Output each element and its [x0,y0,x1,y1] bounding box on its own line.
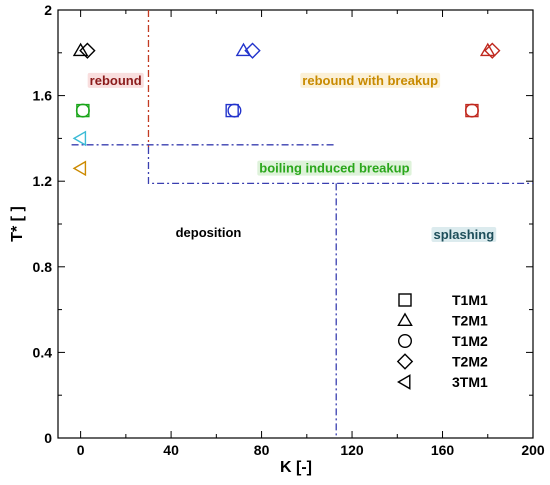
x-tick-label: 40 [163,442,179,458]
x-axis-title: K [-] [280,459,312,476]
regime-boundary-line [147,146,533,184]
data-point-t1m2 [464,103,479,118]
region-label: deposition [176,225,242,240]
region-label-highlight [257,160,412,176]
regime-boundaries [71,10,533,438]
data-point-t1m2 [227,103,242,118]
y-tick-label: 1.6 [33,88,53,104]
region-label-text: rebound [90,73,142,88]
region-label: splashing [431,226,497,242]
region-label: rebound [87,72,144,88]
region-label: boiling induced breakup [257,160,412,176]
region-label-text: splashing [433,227,494,242]
region-label-text: rebound with breakup [302,73,438,88]
data-point-t2m2 [244,42,261,59]
region-label-text: deposition [176,225,242,240]
y-tick-label: 0.4 [33,344,53,360]
ticks-layer: 0 40 80 120 160 200 0 0.4 0.8 1.2 1.6 2 [33,2,545,458]
legend-label: T1M1 [452,292,488,308]
legend-label: 3TM1 [452,374,488,390]
legend-marker-t1m2 [398,334,413,349]
legend-marker-3tm1 [397,374,411,390]
region-label: rebound with breakup [300,72,441,88]
data-point-3tm1 [72,160,87,177]
data-point-t2m1 [479,42,496,57]
x-tick-label: 80 [254,442,270,458]
data-point-t2m1 [72,42,89,57]
data-point-t2m2 [484,42,501,59]
legend: T1M1 T2M1 T1M2 T2M2 3TM1 [396,292,488,390]
region-labels: rebound rebound with breakup boiling induc… [87,72,497,242]
y-tick-label: 1.2 [33,173,53,189]
data-point-t2m2 [79,42,96,59]
data-points [72,42,501,177]
x-tick-label: 200 [521,442,545,458]
region-label-highlight [87,72,144,88]
data-point-t1m2 [75,103,90,118]
legend-label: T1M2 [452,333,488,349]
legend-marker-t1m1 [398,293,412,307]
y-tick-label: 0 [44,430,52,446]
y-tick-label: 2 [44,2,52,18]
region-label-text: boiling induced breakup [259,161,409,176]
legend-label: T2M1 [452,313,488,329]
legend-label: T2M2 [452,354,488,370]
y-tick-label: 0.8 [33,259,53,275]
x-tick-label: 120 [340,442,364,458]
x-tick-label: 160 [431,442,455,458]
legend-marker-t2m2 [396,353,414,370]
region-label-highlight [300,72,441,88]
data-point-3tm1 [72,130,87,147]
legend-marker-t2m1 [397,312,413,326]
y-axis-title: T* [ ] [9,206,26,242]
x-tick-label: 0 [77,442,85,458]
region-label-highlight [431,226,497,242]
